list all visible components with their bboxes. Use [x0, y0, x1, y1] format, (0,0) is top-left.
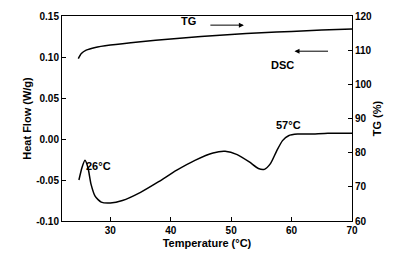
svg-text:0.05: 0.05 — [40, 93, 60, 104]
svg-text:0.10: 0.10 — [40, 52, 60, 63]
svg-text:0.00: 0.00 — [40, 134, 60, 145]
svg-text:60: 60 — [355, 216, 367, 227]
svg-text:90: 90 — [355, 113, 367, 124]
svg-text:110: 110 — [355, 45, 372, 56]
svg-text:100: 100 — [355, 79, 372, 90]
svg-text:70: 70 — [346, 225, 358, 236]
svg-text:-0.10: -0.10 — [36, 216, 59, 227]
svg-text:-0.05: -0.05 — [36, 175, 59, 186]
svg-text:TG: TG — [181, 15, 196, 27]
svg-text:40: 40 — [165, 225, 177, 236]
svg-text:30: 30 — [105, 225, 117, 236]
svg-text:0.15: 0.15 — [40, 11, 60, 22]
svg-text:26°C: 26°C — [86, 160, 111, 172]
svg-text:DSC: DSC — [271, 59, 294, 71]
svg-text:Heat Flow (W/g): Heat Flow (W/g) — [21, 77, 33, 160]
svg-text:120: 120 — [355, 11, 372, 22]
svg-text:70: 70 — [355, 181, 367, 192]
svg-text:57°C: 57°C — [276, 119, 301, 131]
svg-text:60: 60 — [286, 225, 298, 236]
svg-text:Temperature (°C): Temperature (°C) — [163, 237, 252, 249]
svg-text:80: 80 — [355, 147, 367, 158]
svg-text:TG (%): TG (%) — [371, 100, 383, 136]
svg-text:50: 50 — [226, 225, 238, 236]
